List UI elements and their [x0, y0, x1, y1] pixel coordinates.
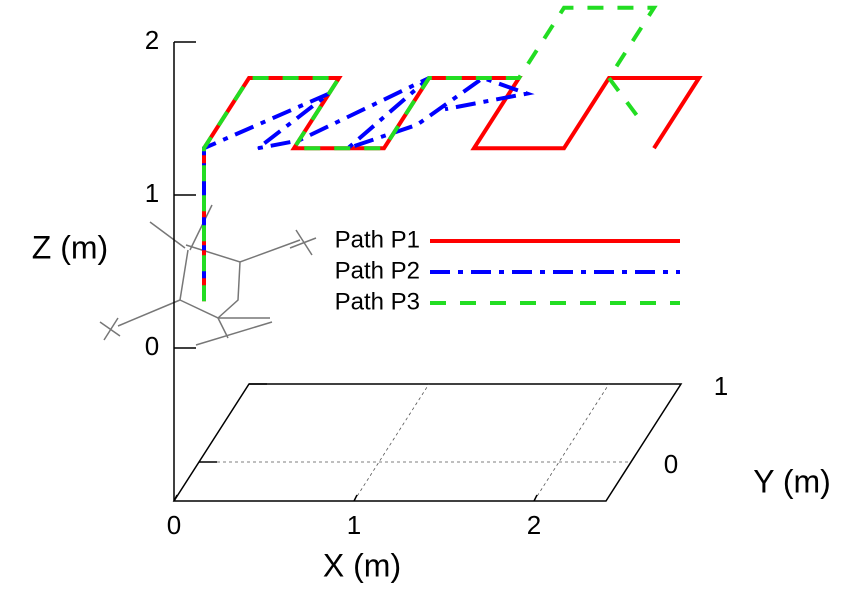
drone-icon [100, 205, 316, 345]
z-tick-label: 2 [145, 25, 159, 55]
x-axis-label: X (m) [323, 547, 401, 583]
path-line [204, 8, 654, 301]
legend-label: Path P1 [335, 226, 420, 253]
y-tick-label: 1 [714, 371, 728, 401]
z-tick-label: 1 [145, 178, 159, 208]
z-tick-label: 0 [145, 331, 159, 361]
x-tick [534, 495, 537, 501]
y-tick-label: 0 [664, 449, 678, 479]
x-tick-label: 0 [167, 510, 181, 540]
y-axis-label: Y (m) [753, 463, 831, 499]
legend-label: Path P2 [335, 257, 420, 284]
z-axis-label: Z (m) [32, 229, 108, 265]
chart: Z (m) X (m) Y (m) 0 1 2 0 1 2 0 1 Path P1 Path P2… [0, 0, 853, 587]
grid-line [534, 384, 609, 501]
x-tick-label: 2 [527, 510, 541, 540]
grid-line [354, 384, 429, 501]
base-plane [174, 384, 681, 501]
path-line [204, 78, 699, 301]
legend-label: Path P3 [335, 288, 420, 315]
x-tick [354, 495, 357, 501]
x-tick-label: 1 [347, 510, 361, 540]
